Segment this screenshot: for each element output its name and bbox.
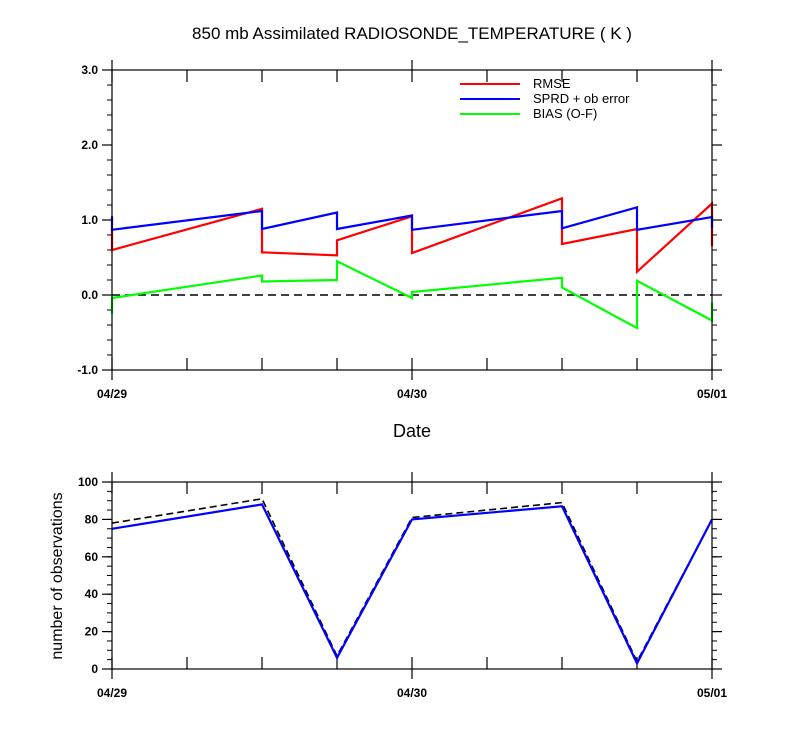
top-chart: 850 mb Assimilated RADIOSONDE_TEMPERATUR… [77, 24, 727, 441]
top-y-tick-label: 2.0 [81, 138, 98, 152]
legend-label-bias-o-f: BIAS (O-F) [533, 106, 597, 121]
legend-label-rmse: RMSE [533, 76, 571, 91]
series-line-bias-o-f [110, 259, 714, 330]
bottom-y-tick-label: 100 [78, 475, 98, 489]
top-y-tick-label: 1.0 [81, 213, 98, 227]
series-line-observations-assimilated [111, 503, 713, 666]
top-y-tick-label: 3.0 [81, 63, 98, 77]
top-plot-frame [111, 69, 713, 371]
bottom-series-group [111, 497, 713, 666]
bottom-x-tick-label: 04/29 [97, 686, 127, 700]
top-y-tick-label: 0.0 [81, 288, 98, 302]
legend-label-sprd-ob-error: SPRD + ob error [533, 91, 630, 106]
bottom-chart: 0 20 40 60 80 100 04/29 04/30 05/01 number of ob… [49, 472, 727, 700]
bottom-x-tick-label: 04/30 [397, 686, 427, 700]
top-x-tick-label: 04/30 [397, 387, 427, 401]
top-y-tick-label: -1.0 [77, 363, 98, 377]
top-series-group [110, 196, 714, 330]
series-line-sprd-ob-error [110, 205, 714, 232]
y-axis-label: number of observations [49, 492, 66, 659]
chart-title: 850 mb Assimilated RADIOSONDE_TEMPERATUR… [192, 24, 632, 43]
bottom-y-tick-label: 80 [85, 512, 99, 526]
bottom-plot-frame [111, 481, 713, 670]
top-axes: -1.0 0.0 1.0 2.0 3.0 04/29 04/30 05/01 [77, 60, 727, 401]
top-x-tick-label: 05/01 [697, 387, 727, 401]
bottom-y-tick-label: 20 [85, 625, 99, 639]
bottom-y-tick-label: 40 [85, 587, 99, 601]
bottom-y-tick-label: 0 [91, 662, 98, 676]
bottom-y-tick-label: 60 [85, 550, 99, 564]
top-x-tick-label: 04/29 [97, 387, 127, 401]
bottom-x-tick-label: 05/01 [697, 686, 727, 700]
bottom-axes: 0 20 40 60 80 100 04/29 04/30 05/01 [78, 472, 727, 700]
series-line-observations-possible [111, 497, 713, 664]
series-line-rmse [110, 196, 714, 275]
x-axis-label: Date [393, 421, 431, 441]
